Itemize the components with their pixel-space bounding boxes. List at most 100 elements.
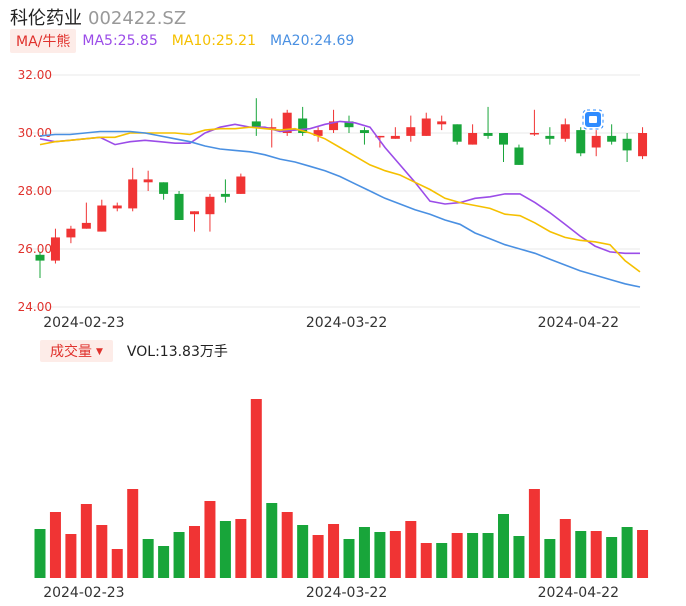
candle-body [35,254,45,261]
candle-body [112,205,122,209]
candle-body [514,147,524,165]
ma-lines [39,120,641,288]
volume-bar [96,525,108,578]
candle-body [591,135,601,148]
x-tick-label: 2024-04-22 [538,315,619,331]
marker-glyph [589,116,597,123]
candle-body [236,176,246,194]
volume-bar [575,531,587,578]
volume-bar [358,527,370,578]
price-x-axis: 2024-02-23 2024-03-22 2024-04-22 [43,315,619,331]
volume-bar [281,512,293,578]
candle-body [560,124,570,139]
x-tick-label: 2024-02-23 [43,315,124,331]
volume-bar [374,532,386,578]
candle-body [421,118,431,136]
volume-bar [235,519,247,578]
volume-bar [498,514,509,578]
volume-bar [127,489,139,578]
candle-body [499,133,508,145]
volume-bars [34,399,649,578]
volume-bar [467,533,479,578]
ma-line-ma5 [39,120,640,255]
volume-bar [420,543,432,578]
price-y-axis: 32.00 30.00 28.00 26.00 24.00 [18,68,52,314]
y-tick-label: 32.00 [18,68,52,82]
candle-body [81,222,91,229]
volume-bar [544,539,556,578]
caret-down-icon: ▼ [96,347,103,357]
marker-outline [582,109,604,130]
y-tick-label: 24.00 [18,300,52,314]
price-grid [30,74,640,308]
volume-bar [65,534,77,578]
candle-body [174,193,184,220]
candle-body [313,130,323,136]
candle-body [638,133,648,157]
stock-title: 科伦药业 002422.SZ [10,4,186,30]
volume-bar [266,503,278,578]
volume-bar [328,524,340,578]
candle-body [205,196,215,215]
ma-indicator-button[interactable]: MA/牛熊 [10,29,77,53]
volume-bar [451,533,463,578]
candle-body [483,133,493,136]
volume-x-axis: 2024-02-23 2024-03-22 2024-04-22 [43,585,619,601]
volume-bar [637,530,649,578]
volume-bar [204,501,216,578]
candle-body [251,121,261,128]
event-marker-icon[interactable] [582,109,604,130]
x-tick-label: 2024-03-22 [306,315,387,331]
volume-bar [250,399,262,578]
x-tick-label: 2024-02-23 [43,585,124,601]
ma10-label: MA10:25.21 [171,33,257,49]
candle-body [468,133,478,145]
candle-body [50,237,60,261]
candle-body [282,112,292,133]
candle-body [143,179,153,183]
volume-bar [111,549,123,578]
volume-bar [312,535,324,578]
x-tick-label: 2024-04-22 [538,585,619,601]
volume-bar [606,537,618,578]
candle-body [220,193,230,197]
candle-body [406,127,416,136]
volume-bar [621,527,633,578]
volume-bar [189,526,200,578]
candles [35,98,648,278]
volume-bar [49,512,61,578]
volume-bar [436,543,448,578]
candle-body [159,182,169,194]
candle-body [437,121,447,125]
y-tick-label: 26.00 [18,242,52,256]
candle-body [607,135,617,142]
y-tick-label: 28.00 [18,184,52,198]
volume-bar [482,533,494,578]
candle-body [298,118,308,133]
volume-bar [528,489,540,578]
candle-body [390,135,400,139]
candle-body [97,205,107,232]
volume-bar [405,521,417,578]
volume-bar [80,504,92,578]
candle-body [359,130,369,133]
volume-bar [559,519,571,578]
candle-body [529,133,539,135]
candle-body [128,179,138,209]
volume-value: VOL:13.83万手 [126,344,228,360]
stock-code: 002422.SZ [88,8,187,29]
volume-bar [34,529,46,578]
candle-body [344,121,354,128]
ma20-label: MA20:24.69 [270,33,355,49]
candle-body [329,121,339,131]
volume-bar [297,525,309,578]
x-tick-label: 2024-03-22 [306,585,387,601]
volume-bar [219,521,231,578]
ma-line-ma20 [39,130,641,288]
ma5-label: MA5:25.85 [82,33,158,49]
candle-body [576,130,586,154]
volume-indicator-label: 成交量 [50,344,92,360]
volume-indicator-button[interactable]: 成交量 ▼ [40,340,113,362]
volume-bar [590,531,602,578]
